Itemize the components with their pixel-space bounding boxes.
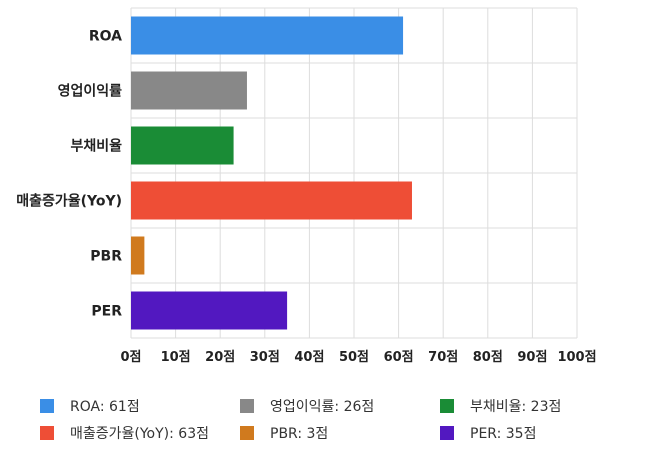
legend: ROA: 61점 영업이익률: 26점 부채비율: 23점 매출증가율(YoY)… xyxy=(40,392,640,446)
x-tick-label: 20점 xyxy=(205,350,235,365)
x-tick-label: 40점 xyxy=(294,350,324,365)
bar xyxy=(131,16,404,55)
x-tick-label: 50점 xyxy=(339,350,369,365)
x-tick-label: 70점 xyxy=(428,350,458,365)
category-label: ROA xyxy=(89,29,122,45)
bar xyxy=(131,236,145,275)
x-tick-label: 10점 xyxy=(161,350,191,365)
legend-item-revenue-growth: 매출증가율(YoY): 63점 xyxy=(40,423,240,443)
category-label: 영업이익률 xyxy=(58,83,123,100)
legend-swatch xyxy=(40,425,54,440)
category-label: PBR xyxy=(90,249,122,265)
bar xyxy=(131,126,234,165)
x-tick-label: 0점 xyxy=(120,350,141,365)
bar xyxy=(131,291,288,330)
legend-swatch xyxy=(40,398,54,413)
x-tick-label: 80점 xyxy=(473,350,503,365)
bar xyxy=(131,71,247,110)
category-label: 매출증가율(YoY) xyxy=(16,193,122,210)
legend-item-pbr: PBR: 3점 xyxy=(240,423,440,443)
x-tick-label: 100점 xyxy=(557,350,596,365)
legend-row: ROA: 61점 영업이익률: 26점 부채비율: 23점 xyxy=(40,392,640,419)
legend-label: 영업이익률: 26점 xyxy=(270,398,375,415)
legend-label: ROA: 61점 xyxy=(70,398,140,415)
legend-swatch xyxy=(440,425,454,440)
x-tick-label: 90점 xyxy=(517,350,547,365)
legend-item-roa: ROA: 61점 xyxy=(40,396,240,416)
x-tick-label: 30점 xyxy=(250,350,280,365)
category-label: 부채비율 xyxy=(70,138,122,155)
x-tick-label: 60점 xyxy=(384,350,414,365)
legend-label: PER: 35점 xyxy=(470,425,537,442)
legend-row: 매출증가율(YoY): 63점 PBR: 3점 PER: 35점 xyxy=(40,419,640,446)
legend-label: 부채비율: 23점 xyxy=(470,398,562,415)
legend-item-per: PER: 35점 xyxy=(440,423,640,443)
legend-swatch xyxy=(440,398,454,413)
category-label: PER xyxy=(91,304,122,320)
legend-item-operating-margin: 영업이익률: 26점 xyxy=(240,396,440,416)
legend-item-debt-ratio: 부채비율: 23점 xyxy=(440,396,640,416)
legend-swatch xyxy=(240,398,254,413)
legend-label: 매출증가율(YoY): 63점 xyxy=(70,425,209,442)
legend-label: PBR: 3점 xyxy=(270,425,329,442)
legend-swatch xyxy=(240,425,254,440)
bar xyxy=(131,181,412,220)
